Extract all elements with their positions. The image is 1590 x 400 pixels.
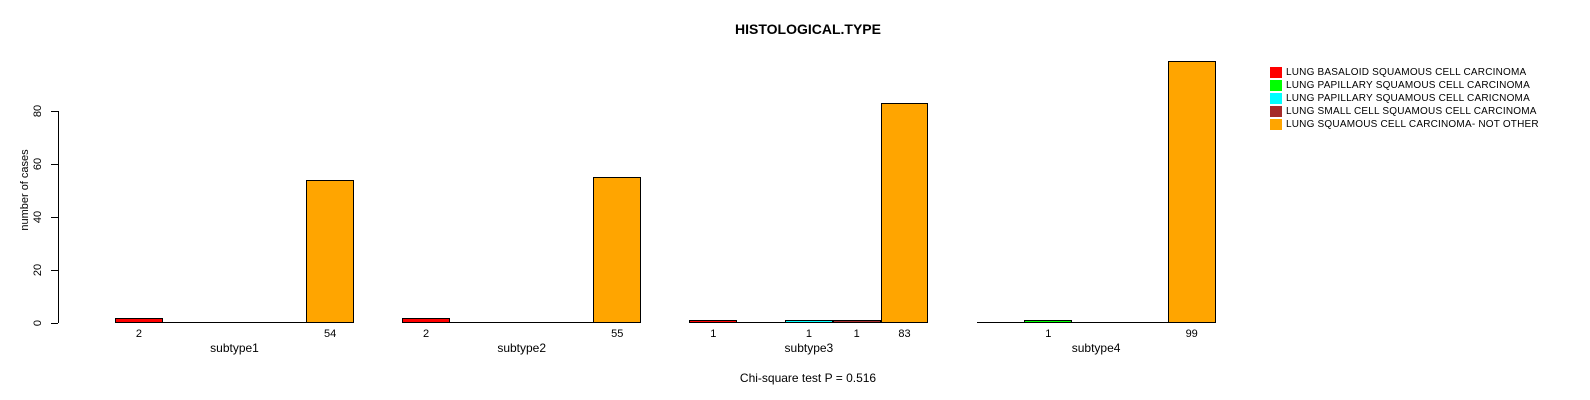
legend-row: LUNG PAPILLARY SQUAMOUS CELL CARICNOMA (1270, 92, 1539, 105)
bar-value-label: 99 (1185, 328, 1198, 340)
bar-value-label: 1 (805, 328, 812, 340)
zero-value-bar (545, 322, 594, 323)
bar-value-label: 1 (1045, 328, 1052, 340)
legend-label: LUNG SQUAMOUS CELL CARCINOMA- NOT OTHER (1286, 119, 1539, 131)
zero-value-bar (1072, 322, 1120, 323)
legend-label: LUNG PAPILLARY SQUAMOUS CELL CARICNOMA (1286, 93, 1530, 105)
legend: LUNG BASALOID SQUAMOUS CELL CARCINOMA LUN… (1270, 66, 1539, 131)
legend-color-swatch (1270, 93, 1282, 105)
bar-value-label: 1 (710, 328, 717, 340)
legend-label: LUNG SMALL CELL SQUAMOUS CELL CARCINOMA (1286, 106, 1537, 118)
legend-row: LUNG SQUAMOUS CELL CARCINOMA- NOT OTHER (1270, 118, 1539, 131)
y-tick-label: 80 (32, 104, 44, 118)
zero-value-bar (450, 322, 498, 323)
zero-value-bar (497, 322, 546, 323)
legend-label: LUNG PAPILLARY SQUAMOUS CELL CARCINOMA (1286, 80, 1530, 92)
legend-color-swatch (1270, 67, 1282, 79)
y-axis-line (58, 111, 59, 323)
y-tick-label: 60 (32, 157, 44, 171)
y-tick-label: 0 (32, 319, 44, 327)
zero-value-bar (976, 322, 1025, 323)
y-tick-label: 20 (32, 263, 44, 277)
bar-subtype3-series1 (689, 320, 738, 323)
y-tick-mark (51, 217, 58, 218)
zero-value-bar (258, 322, 307, 323)
bar-value-label: 2 (135, 328, 142, 340)
legend-color-swatch (1270, 106, 1282, 118)
chi-square-annotation: Chi-square test P = 0.516 (739, 371, 877, 385)
bar-value-label: 1 (853, 328, 860, 340)
legend-row: LUNG SMALL CELL SQUAMOUS CELL CARCINOMA (1270, 105, 1539, 118)
y-tick-mark (51, 164, 58, 165)
bar-subtype3-series4 (832, 320, 881, 323)
x-category-label: subtype4 (1071, 341, 1121, 355)
legend-row: LUNG PAPILLARY SQUAMOUS CELL CARCINOMA (1270, 79, 1539, 92)
legend-row: LUNG BASALOID SQUAMOUS CELL CARCINOMA (1270, 66, 1539, 79)
bar-value-label: 83 (898, 328, 911, 340)
bar-subtype3-series3 (785, 320, 833, 323)
y-tick-mark (51, 270, 58, 271)
bar-value-label: 54 (323, 328, 337, 340)
bar-subtype1-series5 (306, 180, 354, 323)
legend-label: LUNG BASALOID SQUAMOUS CELL CARCINOMA (1286, 67, 1527, 79)
bar-subtype4-series2 (1024, 320, 1073, 323)
zero-value-bar (210, 322, 259, 323)
bar-subtype2-series1 (402, 318, 450, 323)
x-category-label: subtype3 (784, 341, 834, 355)
y-tick-mark (51, 323, 58, 324)
x-category-label: subtype2 (497, 341, 547, 355)
zero-value-bar (1120, 322, 1168, 323)
y-tick-mark (51, 111, 58, 112)
x-category-label: subtype1 (210, 341, 259, 355)
chart-title: HISTOLOGICAL.TYPE (735, 21, 881, 37)
legend-color-swatch (1270, 119, 1282, 131)
bar-subtype3-series5 (880, 103, 929, 323)
legend-color-swatch (1270, 80, 1282, 92)
bar-subtype4-series5 (1167, 61, 1216, 323)
zero-value-bar (162, 322, 211, 323)
bar-subtype2-series5 (593, 177, 642, 323)
bar-value-label: 55 (611, 328, 624, 340)
zero-value-bar (737, 322, 785, 323)
bar-subtype1-series1 (115, 318, 163, 323)
y-tick-label: 40 (32, 210, 44, 224)
bar-value-label: 2 (423, 328, 430, 340)
